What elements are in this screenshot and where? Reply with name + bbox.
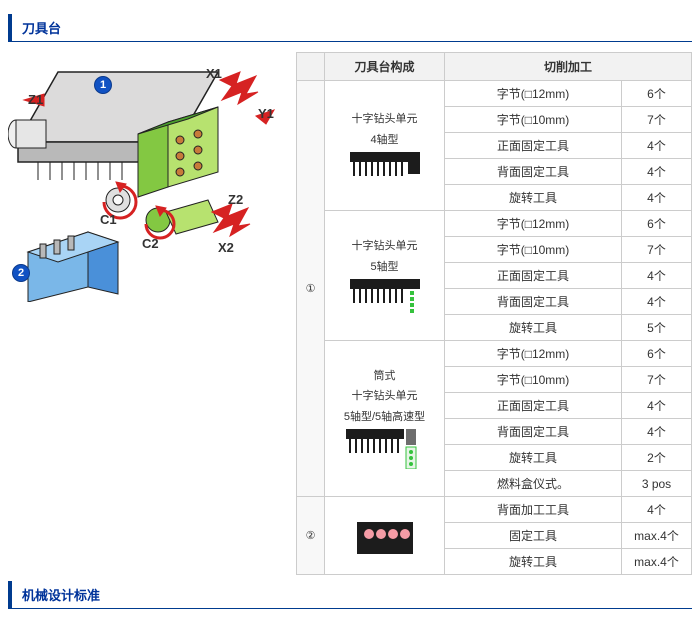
cell-val: 4个 — [622, 419, 692, 445]
mini-art-a — [350, 152, 420, 180]
cell-val: max.4个 — [622, 549, 692, 575]
cell-key: 旋转工具 — [445, 549, 622, 575]
content-row: 1 2 Z1 X1 Y1 C1 C2 Z2 X2 刀具台构成 切削加工 ① 十字… — [8, 52, 692, 575]
group2-id: ② — [297, 497, 325, 575]
table-row: ② 背面加工工具 4个 — [297, 497, 692, 523]
table-row: ① 十字钻头单元 4轴型 字节(□12mm) 6个 — [297, 81, 692, 107]
cell-val: 4个 — [622, 159, 692, 185]
config-table-wrap: 刀具台构成 切削加工 ① 十字钻头单元 4轴型 字节(□12mm) 6个 — [296, 52, 692, 575]
config-d — [325, 497, 445, 575]
badge-1: 1 — [94, 76, 112, 94]
cell-val: 7个 — [622, 237, 692, 263]
cell-key: 背面固定工具 — [445, 289, 622, 315]
label-c1: C1 — [100, 212, 117, 227]
cell-val: 3 pos — [622, 471, 692, 497]
config-c: 筒式 十字钻头单元 5轴型/5轴高速型 — [325, 341, 445, 497]
config-b-l2: 5轴型 — [329, 259, 440, 276]
cell-key: 背面固定工具 — [445, 419, 622, 445]
cell-key: 背面加工工具 — [445, 497, 622, 523]
cell-key: 字节(□10mm) — [445, 107, 622, 133]
th-cutting: 切削加工 — [445, 53, 692, 81]
label-x2: X2 — [218, 240, 234, 255]
config-a: 十字钻头单元 4轴型 — [325, 81, 445, 211]
table-row: 筒式 十字钻头单元 5轴型/5轴高速型 字节(□12mm) 6个 — [297, 341, 692, 367]
cell-key: 旋转工具 — [445, 185, 622, 211]
label-x1: X1 — [206, 66, 222, 81]
cell-key: 旋转工具 — [445, 315, 622, 341]
config-a-l1: 十字钻头单元 — [329, 111, 440, 128]
section-title-tools: 刀具台 — [8, 14, 692, 42]
cell-key: 固定工具 — [445, 523, 622, 549]
table-header-row: 刀具台构成 切削加工 — [297, 53, 692, 81]
cell-val: 4个 — [622, 133, 692, 159]
cell-val: 6个 — [622, 341, 692, 367]
label-z1: Z1 — [28, 92, 43, 107]
cell-val: 6个 — [622, 211, 692, 237]
mini-art-b — [350, 279, 420, 313]
cell-key: 正面固定工具 — [445, 133, 622, 159]
mini-art-d — [353, 518, 417, 558]
cell-key: 正面固定工具 — [445, 393, 622, 419]
config-table: 刀具台构成 切削加工 ① 十字钻头单元 4轴型 字节(□12mm) 6个 — [296, 52, 692, 575]
cell-val: 4个 — [622, 289, 692, 315]
th-config: 刀具台构成 — [325, 53, 445, 81]
config-c-l1: 筒式 — [329, 368, 440, 385]
cell-val: 4个 — [622, 185, 692, 211]
config-b-l1: 十字钻头单元 — [329, 238, 440, 255]
cell-key: 字节(□10mm) — [445, 237, 622, 263]
config-b: 十字钻头单元 5轴型 — [325, 211, 445, 341]
cell-key: 燃料盒仪式。 — [445, 471, 622, 497]
section-title-design-std: 机械设计标准 — [8, 581, 692, 609]
cell-key: 旋转工具 — [445, 445, 622, 471]
cell-key: 正面固定工具 — [445, 263, 622, 289]
config-a-l2: 4轴型 — [329, 132, 440, 149]
cell-val: 2个 — [622, 445, 692, 471]
label-c2: C2 — [142, 236, 159, 251]
cell-key: 背面固定工具 — [445, 159, 622, 185]
cell-val: 5个 — [622, 315, 692, 341]
cell-val: 4个 — [622, 393, 692, 419]
cell-key: 字节(□10mm) — [445, 367, 622, 393]
table-row: 十字钻头单元 5轴型 字节(□12mm) 6个 — [297, 211, 692, 237]
cell-key: 字节(□12mm) — [445, 81, 622, 107]
label-y1: Y1 — [258, 106, 274, 121]
config-c-l3: 5轴型/5轴高速型 — [329, 409, 440, 426]
label-z2: Z2 — [228, 192, 243, 207]
mini-art-c — [346, 429, 424, 469]
th-blank1 — [297, 53, 325, 81]
cell-key: 字节(□12mm) — [445, 341, 622, 367]
cell-val: 7个 — [622, 367, 692, 393]
cell-key: 字节(□12mm) — [445, 211, 622, 237]
cell-val: max.4个 — [622, 523, 692, 549]
config-c-l2: 十字钻头单元 — [329, 388, 440, 405]
cell-val: 7个 — [622, 107, 692, 133]
badge-2: 2 — [12, 264, 30, 282]
tool-illustration: 1 2 Z1 X1 Y1 C1 C2 Z2 X2 — [8, 52, 284, 302]
cell-val: 6个 — [622, 81, 692, 107]
cell-val: 4个 — [622, 497, 692, 523]
cell-val: 4个 — [622, 263, 692, 289]
group1-id: ① — [297, 81, 325, 497]
